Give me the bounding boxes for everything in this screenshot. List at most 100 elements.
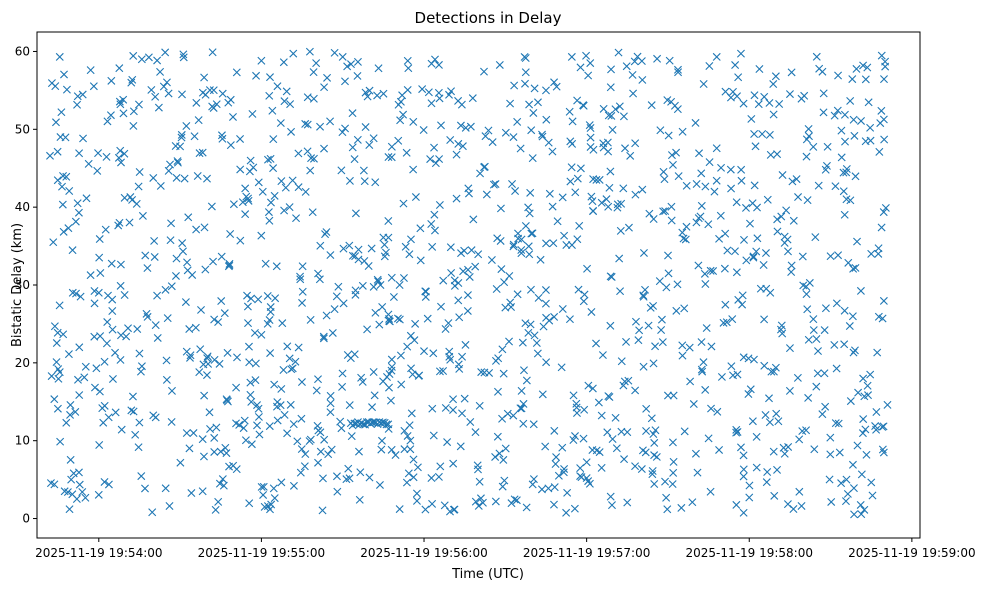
data-point	[463, 306, 472, 315]
data-point	[598, 351, 607, 360]
data-point	[195, 149, 204, 158]
data-point	[439, 276, 448, 285]
data-point	[733, 370, 742, 379]
data-point	[135, 168, 144, 176]
data-point	[813, 369, 822, 378]
data-point	[879, 448, 888, 457]
data-point	[337, 424, 346, 433]
data-point	[127, 78, 136, 87]
data-point	[769, 447, 778, 456]
data-point	[419, 126, 428, 135]
data-point	[439, 367, 448, 375]
data-point	[435, 155, 444, 164]
data-point	[309, 68, 318, 77]
data-point	[75, 343, 84, 352]
data-point	[631, 139, 640, 148]
data-point	[437, 302, 445, 311]
data-point	[58, 182, 66, 191]
data-point	[657, 326, 666, 334]
data-point	[303, 93, 312, 102]
data-point	[301, 450, 310, 459]
data-point	[466, 122, 475, 131]
data-point	[191, 323, 200, 332]
data-point	[232, 465, 241, 474]
data-point	[860, 505, 869, 514]
data-point	[375, 320, 384, 329]
data-point	[552, 453, 561, 462]
data-point	[834, 419, 843, 428]
data-point	[355, 495, 364, 504]
data-point	[315, 275, 324, 284]
data-point	[220, 309, 229, 318]
data-point	[243, 302, 252, 311]
data-point	[454, 360, 463, 369]
data-point	[177, 133, 186, 142]
data-point	[739, 99, 748, 108]
data-point	[762, 478, 771, 487]
data-point	[879, 296, 888, 305]
data-point	[406, 331, 415, 340]
data-point	[674, 68, 683, 77]
data-point	[357, 373, 366, 382]
data-point	[265, 91, 274, 100]
data-point	[704, 220, 713, 229]
data-point	[339, 299, 348, 308]
data-point	[688, 498, 697, 507]
data-point	[746, 385, 755, 394]
data-point	[64, 224, 73, 233]
data-point	[524, 328, 533, 337]
data-point	[679, 234, 688, 243]
data-point	[699, 358, 708, 367]
data-point	[265, 422, 274, 431]
data-point	[266, 198, 275, 207]
data-point	[744, 390, 753, 399]
data-point	[179, 50, 188, 59]
data-point	[846, 397, 855, 406]
data-point	[263, 319, 272, 328]
data-point	[120, 291, 129, 299]
data-point	[411, 319, 420, 328]
data-point	[46, 151, 54, 160]
data-point	[501, 444, 510, 453]
data-point	[330, 305, 339, 314]
data-point	[206, 425, 215, 433]
data-point	[637, 57, 646, 66]
data-point	[297, 445, 306, 454]
data-point	[92, 364, 101, 373]
data-point	[365, 473, 374, 482]
data-point	[880, 75, 888, 84]
y-tick-label: 20	[15, 356, 30, 370]
data-point	[343, 351, 352, 359]
data-point	[548, 202, 557, 211]
data-point	[129, 121, 138, 130]
data-point	[384, 217, 393, 225]
data-point	[440, 501, 449, 510]
data-point	[365, 141, 374, 149]
data-point	[73, 199, 82, 208]
data-point	[327, 445, 336, 454]
data-point	[66, 410, 75, 419]
data-point	[592, 175, 601, 184]
data-point	[404, 64, 413, 73]
data-point	[210, 355, 219, 364]
data-point	[608, 125, 617, 134]
data-point	[195, 368, 204, 377]
data-point	[59, 227, 68, 236]
data-point	[178, 90, 186, 99]
data-point	[305, 47, 314, 56]
data-point	[491, 452, 500, 461]
data-point	[194, 116, 203, 125]
data-point	[280, 410, 289, 419]
data-point	[319, 332, 328, 341]
data-point	[863, 63, 872, 72]
data-point	[141, 251, 150, 260]
data-point	[782, 206, 791, 215]
data-point	[579, 297, 588, 306]
data-point	[526, 320, 535, 329]
data-point	[712, 144, 721, 153]
data-point	[873, 348, 882, 357]
data-point	[207, 202, 216, 211]
data-point	[281, 183, 290, 192]
data-point	[399, 199, 408, 208]
